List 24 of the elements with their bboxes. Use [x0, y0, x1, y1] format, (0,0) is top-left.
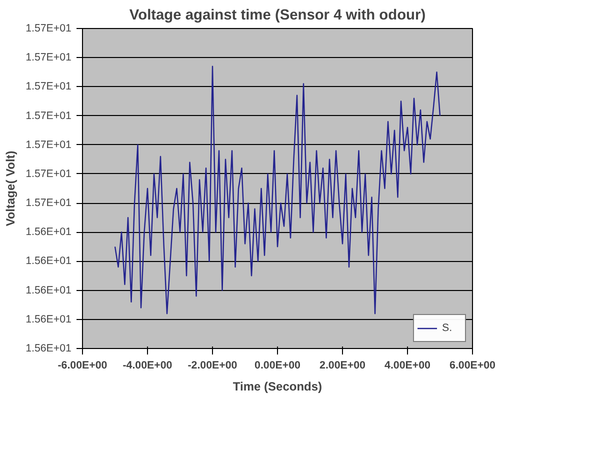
x-tick-label: 2.00E+00 [320, 360, 366, 372]
line-series [114, 66, 441, 314]
x-tick-label: -6.00E+00 [58, 360, 108, 372]
y-tick-label: 1.56E+01 [26, 255, 72, 268]
y-tick-label: 1.56E+01 [26, 342, 72, 354]
y-tick-label: 1.57E+01 [26, 22, 72, 34]
chart-title: Voltage against time (Sensor 4 with odour) [129, 8, 426, 24]
x-tick-label: 4.00E+00 [384, 360, 431, 372]
y-tick-label: 1.57E+01 [26, 80, 72, 93]
y-tick-label: 1.57E+01 [26, 168, 72, 180]
y-tick-label: 1.56E+01 [26, 313, 72, 326]
legend-label: S. [442, 322, 454, 334]
y-tick-label: 1.57E+01 [26, 197, 72, 210]
y-tick-label: 1.57E+01 [26, 138, 72, 151]
y-axis-title: Voltage( Volt) [4, 150, 18, 226]
x-tick-label: 0.00E+00 [254, 360, 301, 372]
y-tick-label: 1.56E+01 [26, 226, 72, 238]
x-tick-label: -2.00E+00 [188, 360, 238, 372]
x-axis-title: Time (Seconds) [232, 380, 322, 394]
x-tick-label: 6.00E+00 [450, 360, 496, 372]
y-tick-label: 1.56E+01 [26, 284, 72, 296]
x-tick-label: -4.00E+00 [122, 360, 172, 372]
y-tick-label: 1.57E+01 [26, 52, 72, 64]
y-tick-label: 1.57E+01 [26, 110, 72, 122]
